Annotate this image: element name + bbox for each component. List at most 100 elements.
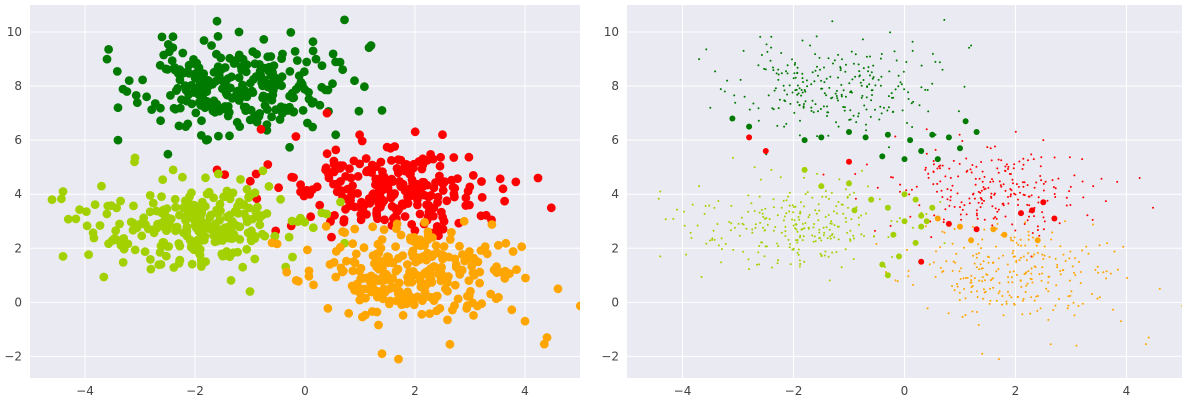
data-point — [867, 70, 870, 73]
data-point — [339, 266, 348, 276]
data-point — [245, 287, 255, 296]
data-point — [871, 89, 874, 92]
data-point — [500, 274, 510, 283]
support-point — [729, 115, 736, 122]
data-point — [553, 284, 563, 294]
data-point — [476, 246, 486, 255]
data-point — [978, 252, 980, 255]
support-point — [918, 223, 925, 230]
support-point — [801, 166, 808, 173]
data-point — [1006, 263, 1009, 266]
data-point — [348, 239, 358, 249]
data-point — [823, 254, 826, 257]
data-point — [215, 199, 225, 209]
data-point — [1017, 244, 1020, 246]
data-point — [796, 66, 799, 69]
data-point — [983, 228, 986, 231]
data-point — [828, 279, 831, 282]
data-point — [982, 288, 985, 291]
support-point — [968, 237, 975, 244]
data-point — [892, 110, 895, 113]
data-point — [785, 122, 788, 125]
data-point — [1081, 180, 1084, 183]
data-point — [175, 210, 184, 220]
data-point — [827, 255, 830, 258]
data-point — [468, 268, 478, 278]
data-point — [807, 226, 810, 229]
data-point — [776, 124, 779, 127]
data-point — [976, 311, 978, 313]
data-point — [1052, 186, 1055, 189]
data-point — [331, 272, 341, 282]
data-point — [811, 234, 814, 237]
data-point — [924, 168, 927, 171]
data-point — [303, 245, 312, 255]
support-point — [962, 118, 969, 125]
data-point — [915, 185, 918, 188]
data-point — [980, 198, 983, 201]
data-point — [800, 94, 803, 97]
data-point — [804, 222, 807, 224]
data-point — [798, 265, 801, 268]
support-point — [851, 207, 858, 214]
data-point — [255, 66, 265, 76]
support-point — [818, 134, 825, 141]
data-point — [1181, 304, 1182, 307]
data-point — [888, 70, 891, 73]
data-point — [1032, 236, 1034, 239]
data-point — [918, 204, 921, 207]
data-point — [753, 166, 756, 169]
data-point — [948, 167, 951, 170]
data-point — [734, 101, 737, 104]
data-point — [1106, 242, 1109, 245]
data-point — [1022, 297, 1025, 300]
y-tick-label: 2 — [14, 241, 22, 255]
data-point — [691, 203, 694, 206]
data-point — [195, 250, 205, 260]
data-point — [1014, 193, 1017, 196]
data-point — [990, 192, 993, 195]
data-point — [996, 222, 999, 225]
data-point — [757, 119, 760, 122]
data-point — [867, 66, 870, 69]
data-point — [47, 195, 57, 205]
data-point — [183, 119, 193, 129]
x-tick-label: 0 — [901, 384, 909, 398]
data-point — [997, 257, 1000, 260]
data-point — [975, 209, 978, 212]
data-point — [817, 110, 819, 113]
data-point — [927, 110, 930, 113]
data-point — [1010, 276, 1013, 279]
data-point — [704, 205, 707, 207]
data-point — [757, 251, 760, 254]
data-point — [1036, 225, 1039, 228]
data-point — [197, 233, 206, 242]
data-point — [828, 197, 830, 200]
data-point — [1047, 290, 1050, 293]
support-point — [957, 223, 963, 230]
data-point — [803, 227, 806, 230]
data-point — [787, 238, 790, 241]
data-point — [131, 91, 141, 100]
data-point — [1010, 189, 1013, 192]
data-point — [877, 78, 880, 81]
data-point — [992, 180, 995, 183]
data-point — [709, 106, 712, 109]
data-point — [1004, 169, 1006, 172]
data-point — [1019, 256, 1022, 259]
data-point — [966, 169, 969, 172]
data-point — [839, 69, 842, 72]
data-point — [459, 216, 469, 226]
data-point — [971, 310, 974, 313]
data-point — [838, 178, 841, 181]
data-point — [837, 201, 840, 203]
data-point — [166, 91, 175, 100]
data-point — [939, 201, 942, 203]
data-point — [460, 256, 470, 266]
data-point — [233, 247, 243, 257]
data-point — [1077, 305, 1080, 307]
data-point — [796, 71, 799, 74]
data-point — [920, 86, 923, 89]
data-point — [880, 112, 883, 115]
data-point — [201, 85, 211, 95]
